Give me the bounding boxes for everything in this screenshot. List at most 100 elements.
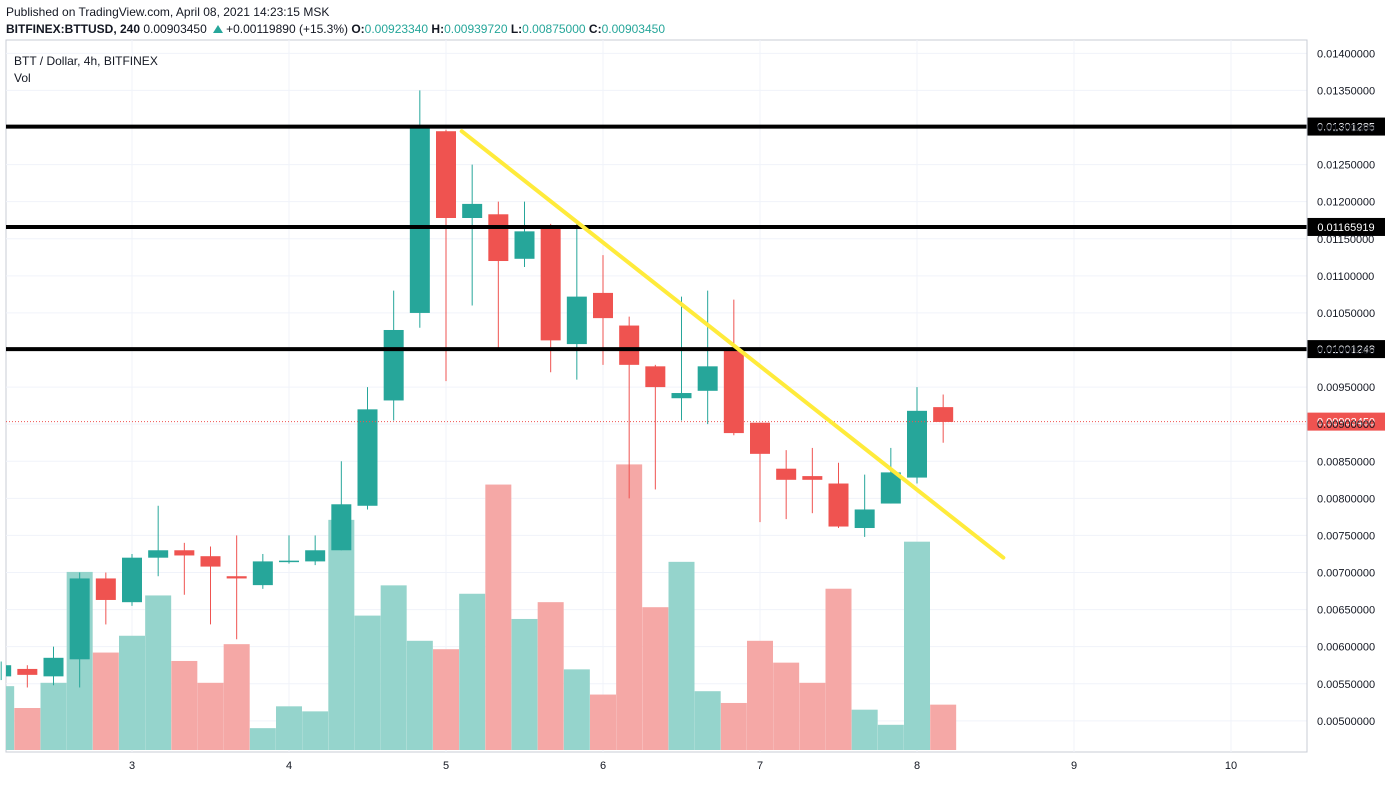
candle-body (357, 409, 378, 506)
volume-bar (668, 561, 695, 750)
up-arrow-icon (213, 25, 224, 33)
ohlc-header: BITFINEX:BTTUSD, 240 0.00903450 +0.00119… (6, 22, 665, 36)
candle-body (514, 231, 535, 259)
candle-body (279, 560, 299, 563)
volume-bar (773, 662, 800, 750)
candle-body (776, 468, 797, 480)
x-tick-label: 6 (600, 760, 606, 772)
high-label: H: (431, 22, 445, 36)
candle-body (148, 550, 169, 558)
x-tick-label: 4 (286, 760, 292, 772)
current-price: 0.00903450 (143, 22, 207, 36)
candle (331, 461, 352, 551)
chart-legend: BTT / Dollar, 4h, BITFINEX Vol (14, 53, 158, 87)
volume-bar (694, 691, 721, 750)
volume-bar (223, 644, 250, 750)
x-tick-label: 9 (1071, 760, 1077, 772)
candle (645, 364, 666, 490)
high-value: 0.00939720 (444, 22, 508, 36)
candle-body (593, 292, 613, 319)
last-price-tag (1307, 412, 1385, 431)
axes: 0.01400000 0.01350000 0.01300000 0.01250000… (129, 40, 1375, 772)
candle (0, 661, 12, 681)
candle-body (697, 366, 718, 391)
candle-body (540, 227, 561, 341)
open-label: O: (351, 22, 365, 36)
x-tick-label: 3 (129, 760, 135, 772)
candle-body (933, 407, 954, 422)
level-price-label: 0.01001248 (1317, 344, 1375, 356)
volume-bar (904, 541, 930, 750)
candle-body (331, 504, 352, 551)
y-tick-label: 0.00750000 (1317, 530, 1375, 542)
low-value: 0.00875000 (522, 22, 586, 36)
volume-bar (485, 484, 512, 750)
candle (305, 535, 326, 566)
close-value: 0.00903450 (601, 22, 665, 36)
y-tick-label: 0.01000000 (1317, 345, 1375, 357)
volume-bar (328, 519, 355, 750)
volume-bar (249, 728, 276, 750)
volume-bar (459, 593, 486, 750)
candle-body (750, 422, 770, 454)
volume-bar (537, 602, 564, 750)
volume-bar (380, 585, 407, 750)
candle-body (462, 203, 483, 218)
candle (750, 422, 770, 523)
level-price-tag (1307, 217, 1385, 236)
candle-body (252, 561, 273, 586)
volume-bar (6, 686, 15, 750)
candle (279, 535, 299, 564)
volume-bar (616, 464, 643, 750)
volume-bar (720, 702, 747, 750)
x-tick-label: 5 (443, 760, 449, 772)
y-tick-label: 0.01400000 (1317, 48, 1375, 60)
candle (619, 316, 640, 499)
horizontal-levels: 0.01301285 0.01165919 0.01001248 0.00903450 (6, 117, 1385, 431)
candle (69, 572, 90, 688)
candle (723, 299, 744, 436)
y-tick-label: 0.01250000 (1317, 160, 1375, 172)
y-tick-label: 0.00900000 (1317, 419, 1375, 431)
candle (148, 505, 169, 577)
candle-body (6, 665, 12, 677)
candle-body (200, 556, 221, 567)
volume-bar (14, 708, 41, 750)
open-value: 0.00923340 (364, 22, 429, 36)
volume-bar (119, 635, 145, 750)
volume-bar (799, 682, 826, 750)
x-tick-label: 8 (914, 760, 920, 772)
y-tick-label: 0.00500000 (1317, 716, 1375, 728)
volume-bar (171, 660, 198, 750)
candle-body (828, 483, 849, 527)
volume-bar (563, 669, 590, 750)
volume-bar (354, 615, 381, 750)
candlesticks (0, 90, 954, 688)
candle-body (619, 325, 640, 365)
low-label: L: (510, 22, 523, 36)
candle (43, 646, 64, 686)
candle (436, 129, 456, 382)
candle (409, 90, 430, 328)
y-tick-label: 0.01050000 (1317, 308, 1375, 320)
y-tick-label: 0.00800000 (1317, 493, 1375, 505)
candle-body (226, 576, 247, 579)
candle-body (907, 410, 927, 478)
y-tick-label: 0.00950000 (1317, 382, 1375, 394)
y-tick-label: 0.00650000 (1317, 605, 1375, 617)
candle (95, 572, 116, 625)
price-change: +0.00119890 (+15.3%) (226, 22, 348, 36)
volume-bar (747, 640, 773, 750)
candle-body (122, 557, 142, 603)
volume-label: Vol (14, 71, 31, 85)
candle-body (409, 127, 430, 313)
series-title: BTT / Dollar, 4h, BITFINEX (14, 54, 158, 68)
volume-bars (6, 464, 957, 750)
volume-bar (642, 607, 669, 750)
published-caption: Published on TradingView.com, April 08, … (6, 5, 330, 19)
volume-bar (276, 706, 302, 750)
candle-body (69, 578, 90, 660)
candle (802, 447, 823, 514)
volume-bar (511, 618, 538, 750)
